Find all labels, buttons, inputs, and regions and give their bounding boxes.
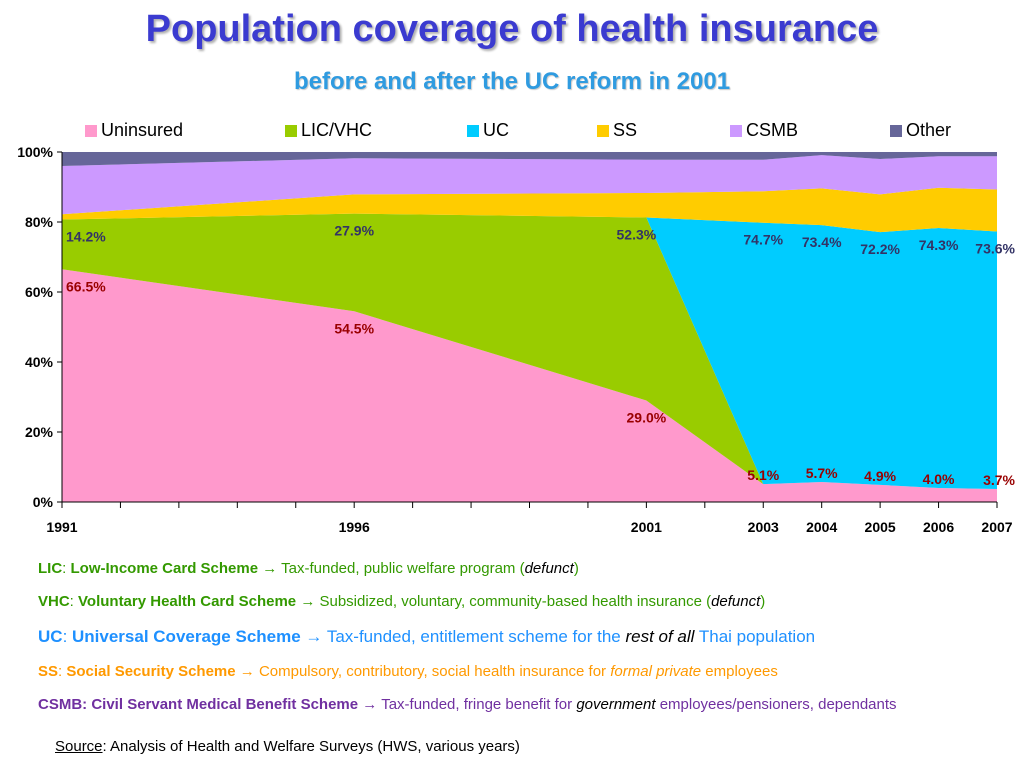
note-vhc: VHC: Voluntary Health Card Scheme → Subs… xyxy=(38,593,766,610)
note-abbr: VHC xyxy=(38,593,70,610)
source-text: : Analysis of Health and Welfare Surveys… xyxy=(102,738,520,755)
x-tick-label: 2006 xyxy=(923,519,954,535)
legend-label: UC xyxy=(483,120,509,140)
note-emph: rest of all xyxy=(625,627,695,646)
legend-swatch xyxy=(597,124,609,137)
x-tick-label: 1991 xyxy=(46,519,77,535)
area-ss xyxy=(62,187,997,233)
x-tick-label: 2004 xyxy=(806,519,837,535)
legend-item-uninsured: Uninsured xyxy=(85,120,183,141)
data-label: 74.7% xyxy=(743,232,783,248)
note-name: Civil Servant Medical Benefit Scheme xyxy=(91,696,359,713)
x-tick-label: 2003 xyxy=(748,519,779,535)
note-abbr: LIC xyxy=(38,560,63,577)
legend-label: Uninsured xyxy=(101,120,184,140)
stacked-area-chart: 0% 20% 40% 60% 80% 100% 1991 1996 2001 2003 2004 20… xyxy=(17,144,1015,535)
note-desc: Subsidized, voluntary, community-based h… xyxy=(319,593,712,610)
legend-label: LIC/VHC xyxy=(301,120,373,140)
legend-swatch xyxy=(730,124,742,137)
note-desc: Tax-funded, fringe benefit for xyxy=(381,696,577,713)
chart-legend: Uninsured LIC/VHC UC SS CSMB Other xyxy=(0,120,1024,142)
x-tick-label: 2007 xyxy=(981,519,1012,535)
y-tick-label: 100% xyxy=(17,144,53,160)
data-label: 4.9% xyxy=(864,468,896,484)
y-tick-label: 20% xyxy=(25,424,54,440)
note-uc: UC: Universal Coverage Scheme → Tax-fund… xyxy=(38,627,816,646)
y-tick-label: 40% xyxy=(25,354,54,370)
legend-item-other: Other xyxy=(890,120,951,141)
note-tail: ) xyxy=(760,593,766,610)
legend-item-uc: UC xyxy=(467,120,509,141)
legend-swatch xyxy=(467,124,479,137)
data-label: 29.0% xyxy=(627,410,667,426)
note-desc: Compulsory, contributory, social health … xyxy=(258,663,611,680)
legend-label: Other xyxy=(906,120,952,140)
data-label: 52.3% xyxy=(617,226,657,242)
data-label: 3.7% xyxy=(983,472,1015,488)
note-tail: employees/pensioners, dependants xyxy=(655,696,897,713)
data-label: 54.5% xyxy=(334,320,374,336)
legend-item-ss: SS xyxy=(597,120,637,141)
area-other xyxy=(62,152,997,166)
y-tick-label: 80% xyxy=(25,214,54,230)
note-tail: Thai population xyxy=(694,627,816,646)
legend-swatch xyxy=(285,124,297,137)
chart-subtitle: before and after the UC reform in 2001 xyxy=(293,68,731,95)
note-name: Low-Income Card Scheme xyxy=(70,560,259,577)
data-label: 66.5% xyxy=(66,278,106,294)
note-abbr: SS xyxy=(38,663,59,680)
area-uc xyxy=(62,213,997,490)
legend-swatch xyxy=(890,124,902,137)
x-tick-label: 1996 xyxy=(339,519,370,535)
data-label: 73.4% xyxy=(802,234,842,250)
note-emph: defunct xyxy=(524,560,574,577)
data-label: 4.0% xyxy=(923,471,955,487)
data-label: 14.2% xyxy=(66,229,106,245)
legend-label: CSMB xyxy=(746,120,799,140)
area-uninsured xyxy=(62,269,997,502)
data-label: 73.6% xyxy=(975,240,1015,256)
note-arrow: → xyxy=(239,663,255,680)
note-csmb: CSMB: Civil Servant Medical Benefit Sche… xyxy=(38,696,897,713)
area-csmb xyxy=(62,155,997,215)
note-ss: SS: Social Security Scheme → Compulsory,… xyxy=(38,663,778,680)
note-desc: Tax-funded, public welfare program ( xyxy=(281,560,525,577)
note-desc: Tax-funded, entitlement scheme for the xyxy=(326,627,626,646)
legend-item-lic-vhc: LIC/VHC xyxy=(285,120,372,141)
data-label: 72.2% xyxy=(860,241,900,257)
area-lic-vhc xyxy=(62,213,997,490)
note-arrow: → xyxy=(300,593,316,610)
note-abbr: UC xyxy=(38,627,63,646)
x-tick-label: 2001 xyxy=(631,519,662,535)
note-name: Social Security Scheme xyxy=(66,663,236,680)
legend-label: SS xyxy=(613,120,638,140)
data-label: 74.3% xyxy=(919,237,959,253)
note-arrow: → xyxy=(305,627,323,646)
data-label: 27.9% xyxy=(334,223,374,239)
legend-item-csmb: CSMB xyxy=(730,120,798,141)
note-emph: government xyxy=(576,696,656,713)
note-tail: employees xyxy=(701,663,778,680)
note-emph: formal private xyxy=(610,663,702,680)
note-name: Universal Coverage Scheme xyxy=(72,627,301,646)
note-tail: ) xyxy=(573,560,579,577)
note-name: Voluntary Health Card Scheme xyxy=(78,593,297,610)
note-abbr: CSMB xyxy=(38,696,83,713)
note-arrow: → xyxy=(262,560,278,577)
legend-swatch xyxy=(85,124,97,137)
note-lic: LIC: Low-Income Card Scheme → Tax-funded… xyxy=(38,560,579,577)
source-label: Source xyxy=(55,738,103,755)
y-tick-label: 0% xyxy=(33,494,54,510)
data-label: 5.7% xyxy=(806,465,838,481)
data-label: 5.1% xyxy=(747,467,779,483)
source-note: Source: Analysis of Health and Welfare S… xyxy=(55,738,520,755)
x-tick-label: 2005 xyxy=(865,519,896,535)
chart-title: Population coverage of health insurance xyxy=(145,8,879,50)
note-arrow: → xyxy=(362,696,378,713)
note-emph: defunct xyxy=(711,593,761,610)
y-tick-label: 60% xyxy=(25,284,54,300)
